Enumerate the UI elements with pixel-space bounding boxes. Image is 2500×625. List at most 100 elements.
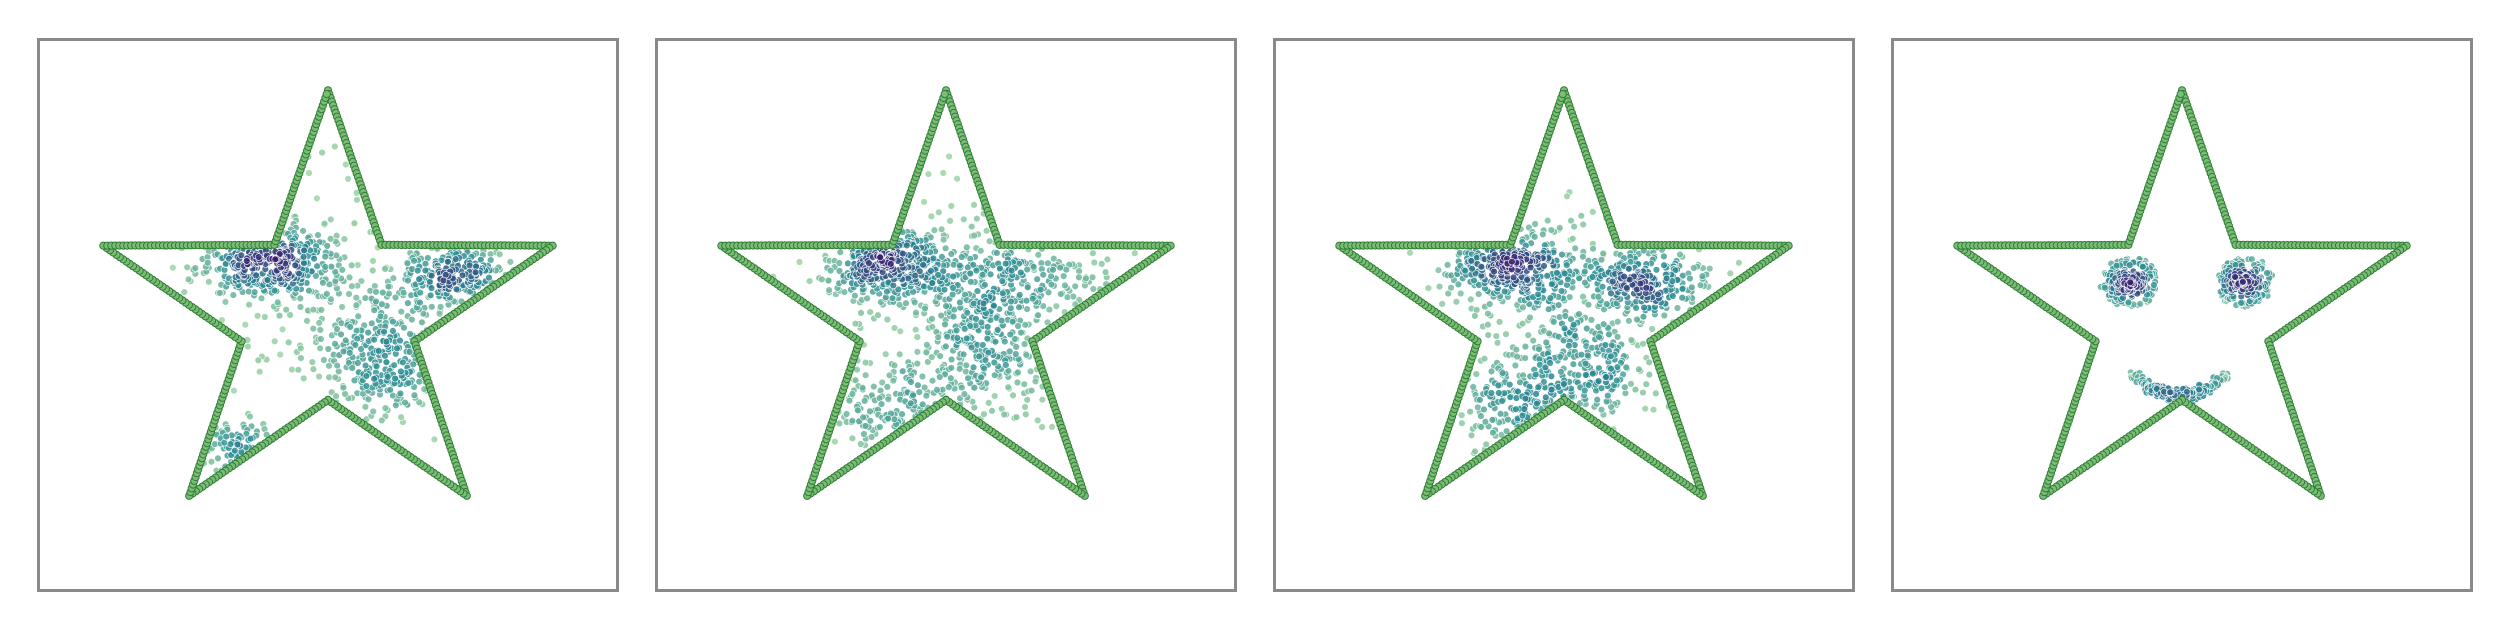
data-point xyxy=(270,286,279,295)
data-point xyxy=(1484,321,1492,329)
data-point xyxy=(973,215,981,223)
data-point xyxy=(1469,383,1477,391)
data-point xyxy=(2101,284,2109,292)
data-point xyxy=(861,422,870,430)
data-point xyxy=(937,311,945,320)
data-point xyxy=(913,359,921,368)
data-point xyxy=(256,368,264,376)
data-point xyxy=(276,350,284,359)
data-point xyxy=(397,367,405,376)
data-point xyxy=(968,222,976,231)
data-point xyxy=(961,325,969,333)
outline-point xyxy=(1558,90,1567,99)
data-point xyxy=(286,311,294,319)
data-point xyxy=(915,388,923,396)
data-point xyxy=(370,336,378,344)
data-point xyxy=(1633,315,1641,324)
data-point xyxy=(887,260,895,268)
data-point xyxy=(354,312,362,320)
data-point xyxy=(1434,266,1443,274)
data-point xyxy=(1007,297,1015,306)
data-point xyxy=(378,300,386,308)
data-point xyxy=(1471,447,1479,456)
data-point xyxy=(291,261,299,270)
data-point xyxy=(1075,273,1083,282)
data-point xyxy=(1555,333,1563,341)
data-point xyxy=(1594,377,1603,385)
data-point xyxy=(303,317,311,325)
data-point xyxy=(1029,263,1038,271)
data-point xyxy=(922,348,931,357)
data-point xyxy=(867,433,876,441)
data-point xyxy=(982,227,991,235)
data-point xyxy=(342,160,350,169)
data-point xyxy=(392,401,400,409)
scatter-plot-3 xyxy=(1335,86,1793,500)
data-point xyxy=(1607,289,1615,298)
data-point xyxy=(278,325,287,333)
data-point xyxy=(1641,405,1649,413)
data-point xyxy=(1014,368,1022,377)
data-point xyxy=(271,255,279,264)
scatter-panel-1 xyxy=(37,38,619,592)
data-point xyxy=(452,285,461,294)
data-point xyxy=(1614,318,1622,326)
data-point xyxy=(1023,396,1031,404)
data-point xyxy=(244,342,252,351)
data-point xyxy=(1012,413,1021,421)
data-point xyxy=(899,249,907,258)
data-point xyxy=(317,335,325,343)
data-point xyxy=(1581,359,1590,368)
data-point xyxy=(2150,281,2158,289)
data-point xyxy=(1004,383,1012,391)
data-point xyxy=(2237,299,2245,307)
data-point xyxy=(884,395,893,403)
data-point xyxy=(956,365,964,373)
data-point xyxy=(1531,233,1539,241)
data-point xyxy=(1642,284,1650,292)
data-point xyxy=(1044,288,1053,297)
data-point xyxy=(399,289,408,297)
data-point xyxy=(1011,335,1019,343)
data-point xyxy=(257,294,266,302)
data-point xyxy=(1543,272,1551,280)
data-point xyxy=(391,293,400,302)
data-point xyxy=(323,290,331,298)
data-point xyxy=(1696,281,1705,289)
data-point xyxy=(890,415,899,423)
data-point xyxy=(229,291,238,299)
data-point xyxy=(988,407,996,415)
data-point xyxy=(1520,405,1529,413)
data-point xyxy=(339,384,348,392)
data-point xyxy=(299,253,308,261)
data-point xyxy=(313,262,321,270)
data-point xyxy=(1645,358,1653,366)
data-point xyxy=(1484,309,1492,318)
data-point xyxy=(1506,393,1514,401)
data-point xyxy=(379,288,387,297)
data-point xyxy=(1553,269,1561,277)
data-point xyxy=(948,290,957,299)
scatter-panel-4 xyxy=(1891,38,2473,592)
data-point xyxy=(2112,262,2121,270)
data-point xyxy=(180,288,189,296)
data-point xyxy=(1047,272,1055,281)
data-point xyxy=(997,316,1006,325)
data-point xyxy=(967,343,976,352)
data-point xyxy=(1017,268,1025,277)
data-point xyxy=(309,325,317,333)
data-point xyxy=(370,306,378,314)
data-point xyxy=(1494,381,1503,390)
data-point xyxy=(1474,403,1482,411)
data-point xyxy=(1435,282,1444,291)
data-point xyxy=(410,391,419,399)
data-point xyxy=(883,383,892,391)
data-point xyxy=(979,299,988,308)
data-point xyxy=(1531,220,1539,228)
data-point xyxy=(958,253,966,261)
data-point xyxy=(1589,208,1597,216)
data-point xyxy=(396,336,404,345)
data-point xyxy=(963,309,971,317)
data-point xyxy=(241,321,250,329)
data-point xyxy=(967,278,975,286)
